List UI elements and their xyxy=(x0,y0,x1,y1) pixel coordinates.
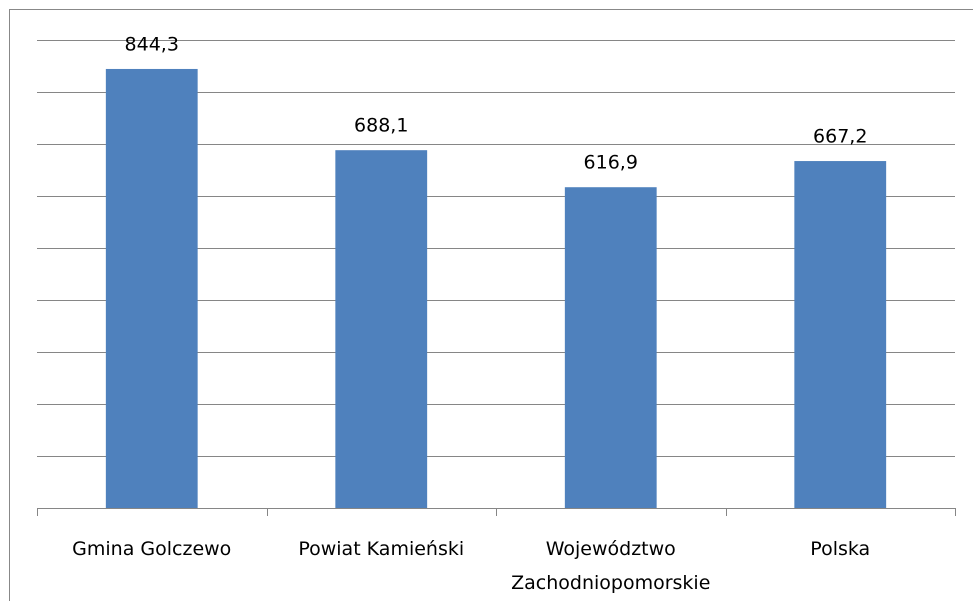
bar xyxy=(564,187,657,508)
value-label: 616,9 xyxy=(584,152,638,174)
x-tick-label: Powiat Kamieński xyxy=(298,538,465,560)
bar xyxy=(794,161,887,508)
x-tick-label: Polska xyxy=(810,538,871,560)
value-label: 688,1 xyxy=(354,115,408,137)
value-label: 667,2 xyxy=(813,126,867,148)
bar xyxy=(105,68,198,509)
bar xyxy=(335,150,428,509)
x-tick-label: Gmina Golczewo xyxy=(72,538,232,560)
x-tick-label: Województwo Zachodniopomorskie xyxy=(511,538,711,594)
value-label: 844,3 xyxy=(125,33,179,55)
